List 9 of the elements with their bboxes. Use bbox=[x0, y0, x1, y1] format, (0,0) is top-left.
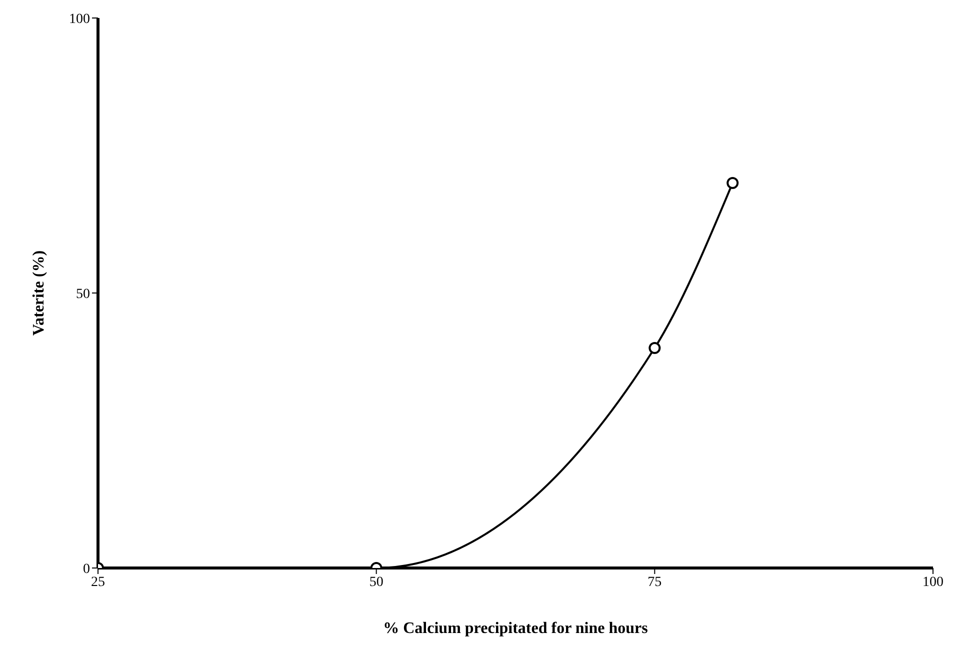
x-axis-title: % Calcium precipitated for nine hours bbox=[383, 620, 648, 637]
x-tick-label: 100 bbox=[922, 574, 944, 590]
y-tick-label: 50 bbox=[76, 286, 90, 302]
y-axis-title: Vaterite (%) bbox=[30, 250, 48, 336]
x-tick-label: 50 bbox=[369, 574, 384, 590]
x-tick-label: 25 bbox=[91, 574, 105, 590]
x-tick-label: 75 bbox=[648, 574, 662, 590]
y-tick-label: 100 bbox=[69, 12, 90, 27]
y-tick-label: 0 bbox=[83, 562, 90, 577]
